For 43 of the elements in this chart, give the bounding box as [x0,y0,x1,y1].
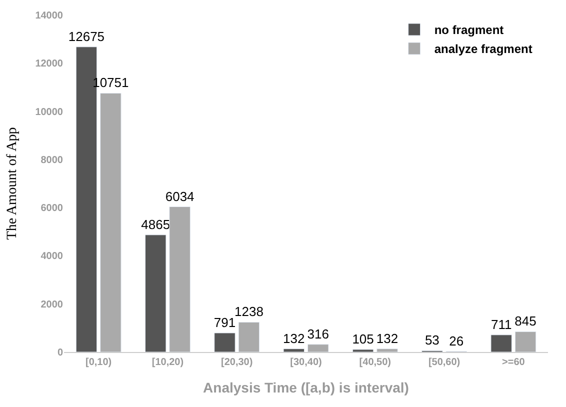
y-tick-label: 10000 [35,106,64,118]
bar [100,92,122,352]
bar [490,334,512,352]
x-tick-label: [30,40) [290,357,322,368]
bar [214,332,236,352]
data-label: 1238 [234,304,264,320]
y-tick-label: 0 [57,348,64,358]
data-label: 6034 [165,188,194,204]
y-tick-label: 12000 [35,58,64,70]
bar [376,348,398,352]
bar [307,344,329,352]
data-label: 845 [514,314,536,329]
x-tick-label: [50,60) [428,357,460,368]
bar [283,348,305,352]
data-label: 132 [283,330,305,346]
y-tick-label: 4000 [40,251,64,262]
x-tick-label: >=60 [502,357,526,368]
y-tick-label: 14000 [35,10,64,22]
bar [169,206,190,352]
data-label: 53 [424,332,440,348]
x-tick-label: [10,20) [152,357,184,368]
bar [514,331,536,352]
legend-label: analyze fragment [434,42,532,56]
x-axis-title: Analysis Time ([a,b) is interval) [203,379,409,396]
x-tick-label: [20,30) [221,357,253,368]
legend-label: no fragment [434,23,504,38]
data-label: 12675 [68,28,105,44]
y-tick-label: 2000 [40,299,64,310]
bar [238,322,260,352]
data-label: 711 [490,316,512,332]
data-label: 105 [352,331,374,346]
bar [352,349,374,352]
bar [144,234,166,352]
x-tick-label: [40,50) [359,357,391,368]
data-label: 316 [307,326,329,342]
data-label: 4865 [141,216,170,232]
data-label: 791 [214,314,236,330]
data-label: 26 [449,333,464,348]
y-tick-label: 6000 [40,203,64,214]
x-tick-label: [0,10) [86,357,112,368]
data-label: 132 [376,330,398,346]
y-tick-label: 8000 [40,154,64,166]
y-axis-title: The Amount of App [4,127,20,240]
